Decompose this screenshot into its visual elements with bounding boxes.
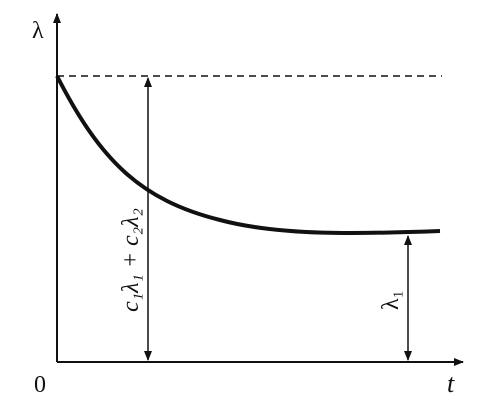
- y-axis-label: λ: [32, 18, 44, 44]
- origin-label: 0: [34, 372, 46, 398]
- initial-label: c₁λ₁ + c₂λ₂: [118, 208, 144, 312]
- x-axis-label: t: [447, 369, 455, 398]
- final-label: λ₁: [378, 290, 404, 310]
- decay-curve: [55, 75, 441, 236]
